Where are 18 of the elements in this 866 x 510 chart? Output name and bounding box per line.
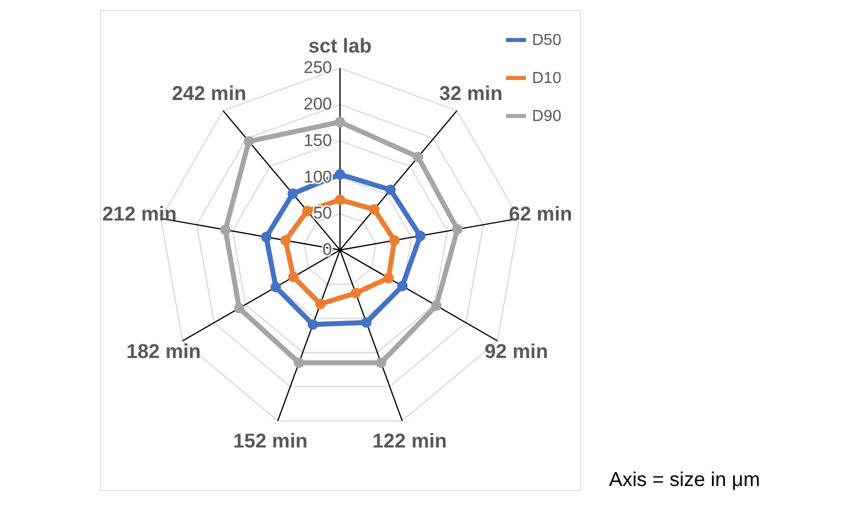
y-tick-label: 200 (304, 94, 332, 114)
spoke-label: 122 min (372, 430, 447, 452)
legend-label: D50 (532, 32, 562, 49)
y-tick-label: 50 (313, 204, 332, 223)
y-tick-label: 100 (304, 167, 332, 186)
spoke-label: 152 min (233, 430, 308, 452)
spoke-label: sct lab (308, 35, 372, 58)
y-tick-label: 150 (304, 130, 332, 150)
spoke-label: 32 min (439, 83, 503, 106)
spoke-label: 182 min (126, 340, 201, 363)
spoke-label: 92 min (484, 340, 548, 363)
y-tick-label: 250 (304, 58, 332, 78)
text: Axis = size in μm (608, 469, 760, 491)
spoke-label: 62 min (508, 204, 572, 226)
spoke-label: 212 min (102, 204, 177, 226)
legend-label: D90 (532, 108, 562, 125)
spoke-label: 242 min (172, 83, 246, 106)
legend-label: D10 (532, 70, 562, 87)
